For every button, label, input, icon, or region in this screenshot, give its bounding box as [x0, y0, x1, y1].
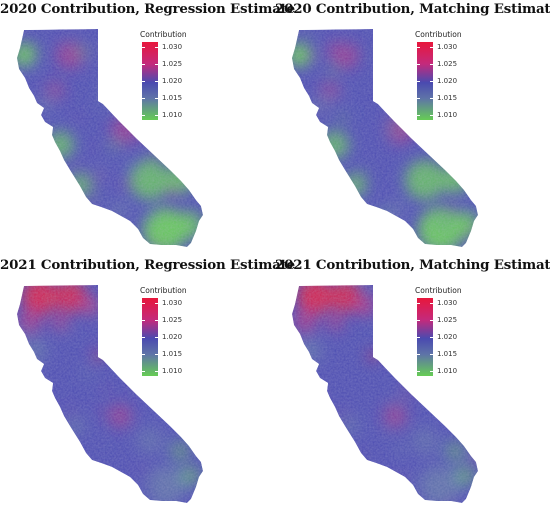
legend-tick-label: 1.030 — [437, 43, 458, 52]
legend-tick-label: 1.025 — [437, 60, 458, 68]
legend-tick-label: 1.010 — [437, 110, 458, 119]
panel-title: 2020 Contribution, Regression Estimate — [0, 1, 295, 17]
california-map — [17, 29, 203, 247]
legend-title: Contribution — [140, 286, 187, 295]
map-panel-2020-matching: 2020 Contribution, Matching Estimate Con… — [275, 0, 550, 256]
legend-tick-mark — [142, 64, 158, 65]
panel-title: 2021 Contribution, Matching Estimate — [275, 257, 550, 273]
legend-colorbar — [142, 298, 158, 376]
legend-tick-mark — [142, 337, 158, 338]
legend-tick-mark — [142, 303, 158, 305]
legend-title: Contribution — [415, 30, 462, 39]
legend-tick-label: 1.020 — [437, 77, 458, 85]
california-map — [292, 29, 478, 247]
legend-tick-label: 1.015 — [162, 94, 183, 102]
legend-tick-mark — [142, 47, 158, 49]
legend-tick-mark — [142, 370, 158, 372]
legend-tick-label: 1.010 — [162, 366, 183, 375]
map-panel-2021-matching: 2021 Contribution, Matching Estimate Con… — [275, 256, 550, 512]
legend-tick-mark — [142, 354, 158, 355]
legend-tick-mark — [417, 320, 433, 321]
legend-tick-label: 1.025 — [162, 60, 183, 68]
california-map — [17, 285, 203, 503]
legend-tick-label: 1.010 — [162, 110, 183, 119]
legend-tick-mark — [417, 370, 433, 372]
color-legend: Contribution 1.030 1.025 1.020 1.015 1.010 — [140, 286, 220, 386]
legend-tick-label: 1.025 — [162, 316, 183, 324]
legend-tick-label: 1.030 — [437, 299, 458, 308]
legend-colorbar — [417, 298, 433, 376]
map-panel-2020-regression: 2020 Contribution, Regression Estimate C… — [0, 0, 295, 256]
legend-tick-mark — [417, 114, 433, 116]
legend-tick-label: 1.030 — [162, 43, 183, 52]
legend-colorbar — [142, 42, 158, 120]
legend-tick-label: 1.020 — [162, 333, 183, 341]
legend-tick-label: 1.010 — [437, 366, 458, 375]
legend-tick-mark — [142, 320, 158, 321]
legend-title: Contribution — [415, 286, 462, 295]
panel-title: 2020 Contribution, Matching Estimate — [275, 1, 550, 17]
legend-tick-label: 1.025 — [437, 316, 458, 324]
legend-tick-label: 1.030 — [162, 299, 183, 308]
legend-title: Contribution — [140, 30, 187, 39]
legend-tick-label: 1.020 — [162, 77, 183, 85]
legend-tick-mark — [417, 81, 433, 82]
legend-tick-mark — [417, 47, 433, 49]
legend-tick-label: 1.015 — [437, 94, 458, 102]
legend-tick-mark — [417, 98, 433, 99]
color-legend: Contribution 1.030 1.025 1.020 1.015 1.010 — [415, 286, 495, 386]
map-panel-2021-regression: 2021 Contribution, Regression Estimate C… — [0, 256, 295, 512]
legend-tick-label: 1.015 — [437, 350, 458, 358]
color-legend: Contribution 1.030 1.025 1.020 1.015 1.010 — [415, 30, 495, 130]
california-map — [292, 285, 478, 503]
legend-tick-mark — [417, 64, 433, 65]
color-legend: Contribution 1.030 1.025 1.020 1.015 1.010 — [140, 30, 220, 130]
legend-tick-mark — [142, 98, 158, 99]
legend-tick-mark — [142, 114, 158, 116]
legend-tick-mark — [417, 337, 433, 338]
legend-tick-label: 1.015 — [162, 350, 183, 358]
legend-colorbar — [417, 42, 433, 120]
legend-tick-label: 1.020 — [437, 333, 458, 341]
legend-tick-mark — [142, 81, 158, 82]
legend-tick-mark — [417, 354, 433, 355]
legend-tick-mark — [417, 303, 433, 305]
panel-title: 2021 Contribution, Regression Estimate — [0, 257, 295, 273]
